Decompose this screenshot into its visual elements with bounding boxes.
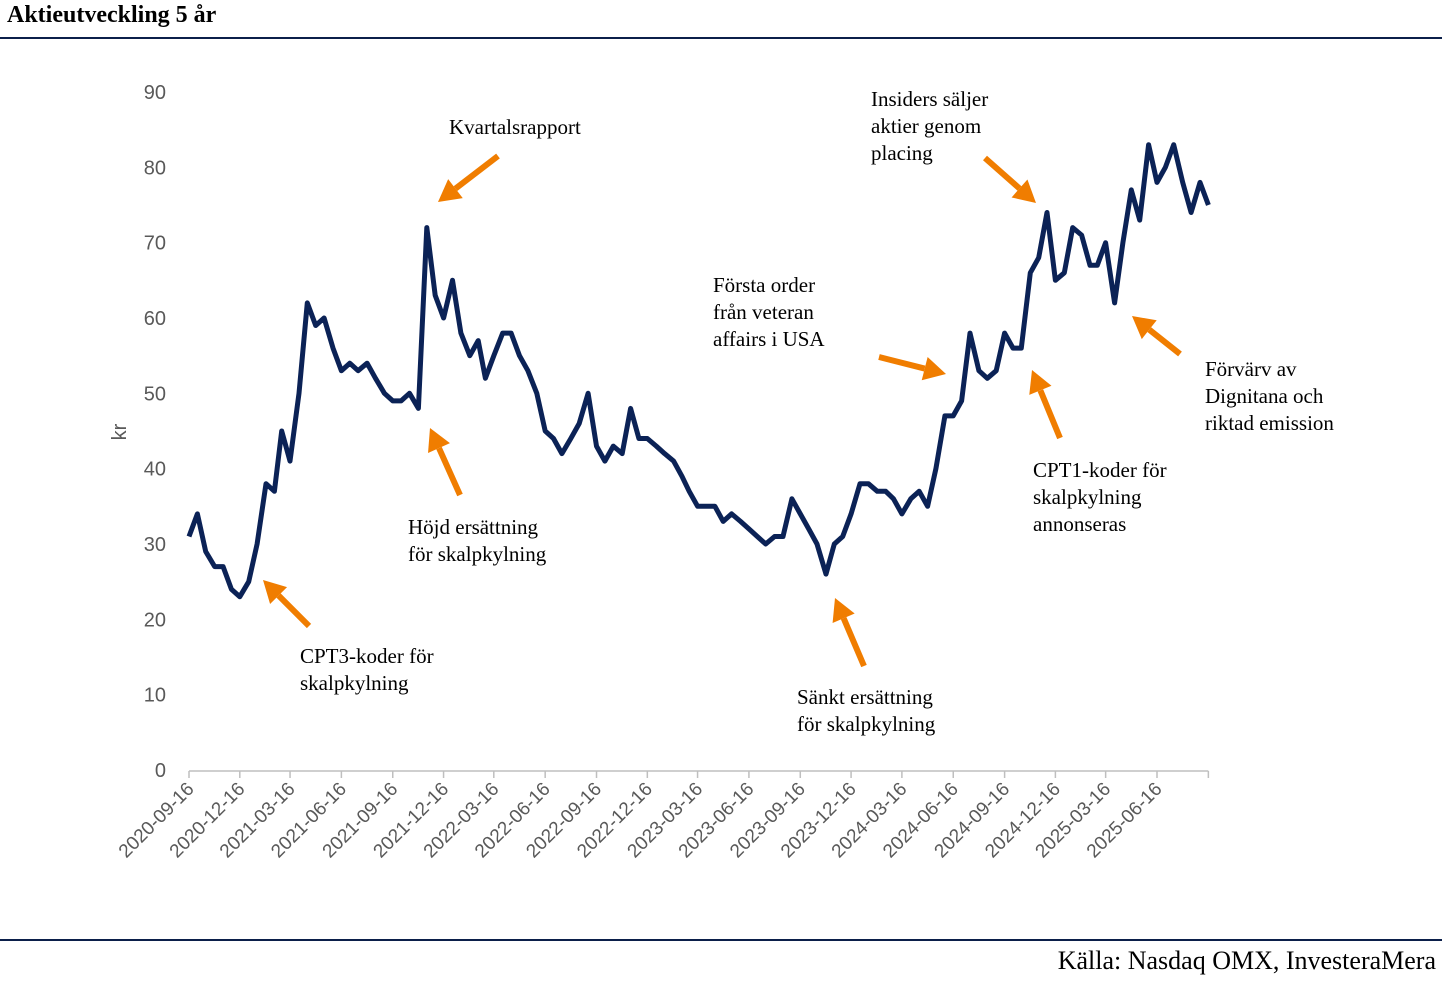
y-axis-label: kr: [109, 423, 131, 440]
y-tick-label: 50: [144, 383, 166, 405]
annotation-arrow-shaft: [453, 153, 500, 191]
bottom-divider: [0, 939, 1442, 941]
y-tick-label: 10: [144, 685, 166, 707]
y-tick-label: 90: [144, 82, 166, 104]
annotation-arrow-shaft: [983, 155, 1022, 191]
annotation-arrow-head: [1132, 316, 1157, 340]
source-note: Källa: Nasdaq OMX, InvesteraMera: [1057, 946, 1436, 975]
annotation-arrow-shaft: [878, 354, 926, 372]
annotation-forsta-order: Första order från veteran affairs i USA: [713, 273, 825, 351]
annotation-arrow-head: [428, 428, 450, 453]
y-tick-label: 60: [144, 308, 166, 330]
y-tick-label: 30: [144, 534, 166, 556]
annotation-sankt-ersattning: Sänkt ersättning för skalpkylning: [797, 685, 936, 736]
annotation-arrow-head: [1011, 179, 1036, 203]
chart-title: Aktieutveckling 5 år: [7, 2, 217, 28]
y-tick-label: 40: [144, 459, 166, 481]
annotation-arrow-head: [263, 580, 288, 605]
annotation-cpt1: CPT1-koder för skalpkylning annonseras: [1033, 458, 1167, 536]
annotation-forvarv: Förvärv av Dignitana och riktad emission: [1205, 357, 1334, 435]
annotation-hojd-ersattning: Höjd ersättning för skalpkylning: [408, 515, 547, 566]
annotation-arrow-head: [832, 598, 855, 623]
y-tick-label: 70: [144, 233, 166, 255]
annotation-arrow-head: [921, 356, 946, 381]
y-tick-label: 80: [144, 157, 166, 179]
annotation-cpt3: CPT3-koder för skalpkylning: [300, 644, 434, 695]
annotation-arrow-shaft: [1147, 327, 1182, 357]
annotation-arrow-shaft: [1037, 389, 1063, 440]
annotation-arrow-head: [438, 179, 463, 202]
annotation-arrow-shaft: [276, 593, 312, 629]
y-tick-label: 0: [155, 760, 166, 782]
top-divider: [0, 37, 1442, 39]
annotation-arrow-shaft: [436, 446, 463, 497]
annotation-kvartalsrapport: Kvartalsrapport: [449, 115, 581, 139]
annotation-arrow-head: [1029, 370, 1052, 395]
annotation-arrow-shaft: [840, 617, 867, 668]
annotation-insiders: Insiders säljer aktier genom placing: [871, 87, 989, 165]
y-tick-label: 20: [144, 609, 166, 631]
